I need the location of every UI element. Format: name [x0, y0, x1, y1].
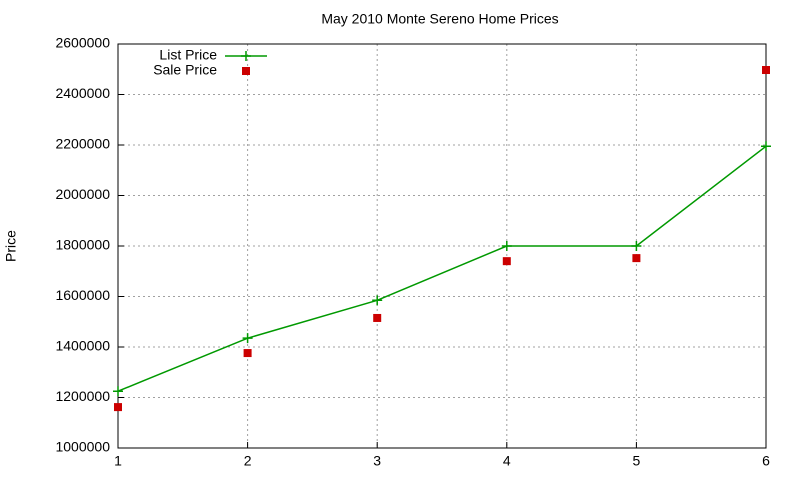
- data-point: [502, 257, 511, 266]
- y-tick-label: 2400000: [55, 85, 110, 101]
- x-tick-label: 5: [633, 453, 641, 469]
- data-point: [632, 254, 641, 263]
- plot-frame: [117, 43, 767, 449]
- legend-label: Sale Price: [153, 62, 217, 78]
- data-point: [761, 141, 771, 152]
- x-tick-label: 2: [244, 453, 252, 469]
- data-point: [113, 386, 123, 397]
- legend-marker: [241, 51, 251, 61]
- y-tick-label: 1200000: [55, 388, 110, 404]
- y-tick-label: 2200000: [55, 136, 110, 152]
- series-line: [117, 145, 767, 392]
- data-point: [373, 313, 382, 322]
- x-tick-label: 4: [503, 453, 511, 469]
- legend-marker: [242, 67, 250, 75]
- data-point: [242, 333, 253, 344]
- y-axis-label: Price: [3, 230, 19, 262]
- data-point: [114, 403, 122, 412]
- y-tick-label: 2600000: [55, 35, 110, 51]
- data-point: [372, 295, 383, 306]
- x-tick-label: 6: [762, 453, 770, 469]
- data-point: [631, 241, 642, 251]
- legend-label: List Price: [159, 47, 217, 63]
- y-tick-label: 2000000: [55, 186, 110, 202]
- y-tick-label: 1400000: [55, 338, 110, 354]
- data-point: [243, 349, 252, 358]
- chart-title: May 2010 Monte Sereno Home Prices: [321, 11, 558, 27]
- y-tick-label: 1000000: [55, 439, 110, 455]
- y-tick-label: 1800000: [55, 237, 110, 253]
- data-point: [501, 241, 512, 251]
- x-tick-label: 1: [114, 453, 122, 469]
- data-point: [762, 66, 770, 75]
- x-tick-label: 3: [373, 453, 381, 469]
- y-tick-label: 1600000: [55, 287, 110, 303]
